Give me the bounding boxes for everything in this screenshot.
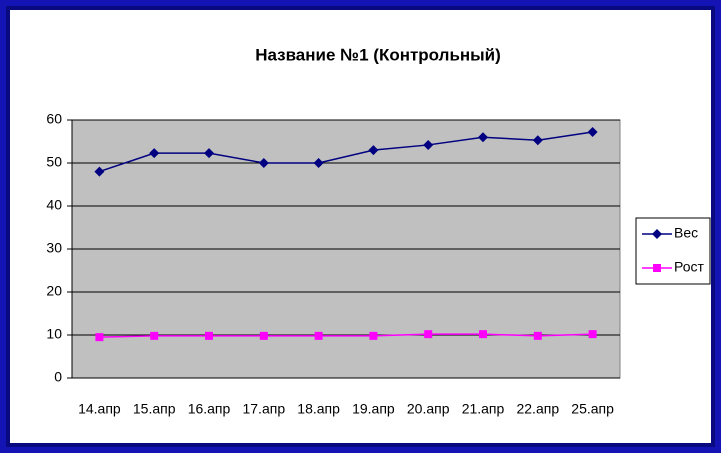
x-tick-label: 17.апр bbox=[242, 401, 285, 417]
y-tick-label: 0 bbox=[54, 369, 62, 385]
series-line bbox=[99, 333, 593, 338]
legend-label: Вес bbox=[674, 225, 698, 241]
data-point bbox=[150, 331, 159, 340]
data-point bbox=[533, 331, 542, 340]
legend bbox=[635, 217, 711, 285]
data-point bbox=[532, 135, 543, 146]
y-tick-label: 30 bbox=[46, 240, 62, 256]
data-point bbox=[368, 145, 379, 156]
x-tick-label: 19.апр bbox=[352, 401, 395, 417]
x-tick-label: 14.апр bbox=[78, 401, 121, 417]
data-point bbox=[149, 148, 160, 159]
data-point bbox=[258, 158, 269, 168]
legend-label: Рост bbox=[674, 259, 705, 275]
x-tick-label: 15.апр bbox=[133, 401, 176, 417]
data-point bbox=[313, 158, 324, 168]
x-tick-label: 22.апр bbox=[516, 401, 559, 417]
data-point bbox=[478, 132, 488, 143]
series-line bbox=[99, 131, 593, 173]
x-tick-label: 20.апр bbox=[407, 401, 450, 417]
chart-title: Название №1 (Контрольный) bbox=[255, 45, 501, 64]
data-point bbox=[259, 331, 268, 340]
data-point bbox=[479, 330, 487, 339]
y-tick-label: 20 bbox=[46, 283, 62, 299]
y-tick-label: 50 bbox=[46, 154, 62, 170]
data-point bbox=[94, 166, 105, 177]
data-point bbox=[95, 333, 104, 342]
data-point bbox=[369, 331, 378, 340]
x-tick-label: 16.апр bbox=[188, 401, 231, 417]
data-point bbox=[423, 139, 434, 150]
data-point bbox=[204, 148, 214, 159]
data-point bbox=[205, 331, 213, 340]
data-point bbox=[587, 127, 598, 138]
legend-marker bbox=[652, 229, 662, 239]
data-point bbox=[314, 331, 323, 340]
x-tick-label: 25.апр bbox=[571, 401, 614, 417]
x-tick-label: 21.апр bbox=[462, 401, 505, 417]
legend-marker bbox=[653, 264, 661, 272]
x-tick-label: 18.апр bbox=[297, 401, 340, 417]
y-tick-label: 10 bbox=[46, 326, 62, 342]
data-point bbox=[588, 330, 597, 339]
y-tick-label: 60 bbox=[46, 111, 62, 127]
y-tick-label: 40 bbox=[46, 197, 62, 213]
data-point bbox=[424, 330, 433, 339]
